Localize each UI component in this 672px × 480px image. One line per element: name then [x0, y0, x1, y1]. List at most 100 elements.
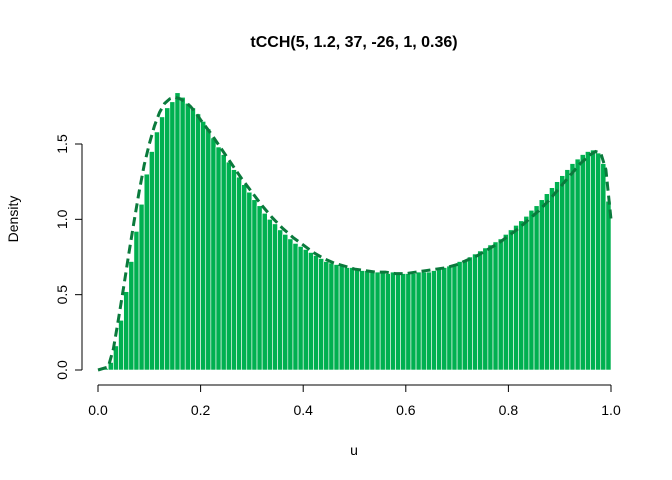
y-tick-label: 1.5: [54, 134, 70, 154]
histogram-bar: [302, 249, 309, 371]
histogram-bar: [415, 271, 422, 371]
histogram-bar: [282, 234, 289, 371]
histogram-bar: [472, 253, 478, 371]
histogram-bar: [574, 158, 581, 371]
x-tick-label: 0.6: [396, 402, 416, 418]
histogram-bar: [225, 161, 232, 371]
histogram-bar: [379, 271, 386, 371]
x-tick-label: 1.0: [601, 402, 621, 418]
histogram-bar: [400, 273, 407, 371]
histogram-bar: [410, 273, 417, 371]
histogram-bar: [128, 261, 135, 371]
histogram-bar: [446, 265, 453, 371]
histogram-bar: [585, 151, 591, 371]
histogram-bar: [164, 107, 171, 371]
histogram-bar: [190, 107, 196, 371]
histogram-bar: [272, 223, 278, 371]
histogram-bar: [287, 238, 294, 371]
histogram-bar: [395, 273, 401, 371]
histogram-bar: [143, 173, 150, 371]
histogram-bar: [431, 270, 437, 371]
histogram-bar: [323, 261, 330, 371]
histogram-bar: [456, 261, 463, 371]
histogram-bar: [231, 169, 237, 371]
chart-title: tCCH(5, 1.2, 37, -26, 1, 0.36): [250, 34, 457, 51]
histogram-bar: [564, 169, 571, 371]
histogram-bar: [308, 252, 314, 371]
y-tick-label: 0.0: [54, 360, 70, 380]
x-axis: 0.0 0.2 0.4 0.6 0.8 1.0: [88, 384, 621, 418]
histogram-bar: [559, 175, 566, 371]
histogram-bar: [246, 191, 253, 371]
histogram-bar: [343, 267, 350, 371]
histogram-bar: [528, 209, 535, 371]
histogram-bar: [544, 193, 550, 371]
histogram-bar: [236, 176, 242, 371]
histogram-bar: [487, 244, 494, 371]
histogram-bar: [369, 271, 376, 371]
y-tick-label: 0.5: [54, 285, 70, 305]
histogram-bar: [210, 137, 217, 371]
histogram-bar: [384, 273, 391, 371]
histogram-bar: [174, 92, 181, 371]
histogram-bar: [549, 187, 555, 371]
x-tick-label: 0.2: [191, 402, 211, 418]
histogram-bar: [482, 247, 489, 371]
histogram-bar: [169, 101, 176, 371]
histogram-bar: [508, 229, 514, 371]
histogram-bar: [492, 241, 499, 371]
histogram-bar: [266, 219, 273, 371]
histogram-bar: [538, 199, 545, 371]
histogram-bar: [179, 96, 186, 371]
histogram-bar: [518, 220, 525, 371]
histogram-bar: [426, 271, 432, 371]
histogram-bar: [405, 273, 412, 371]
histogram-bar: [569, 163, 576, 371]
histogram-bar: [513, 225, 519, 371]
histogram-bar: [390, 271, 396, 371]
histogram-bar: [420, 271, 427, 371]
histogram-bar: [477, 250, 484, 371]
histogram-bars: [102, 92, 612, 371]
y-axis-label: Density: [5, 196, 21, 243]
histogram-bar: [123, 291, 130, 371]
histogram-bar: [277, 229, 283, 371]
histogram-bar: [318, 258, 325, 371]
histogram-bar: [297, 246, 304, 371]
x-tick-label: 0.0: [88, 402, 108, 418]
histogram-bar: [461, 259, 468, 371]
histogram-bar: [256, 205, 263, 371]
histogram-bar: [502, 234, 509, 371]
histogram-bar: [313, 255, 319, 371]
histogram-bar: [333, 264, 340, 371]
histogram-bar: [364, 270, 371, 371]
histogram-bar: [184, 103, 191, 371]
histogram-bar: [251, 199, 258, 371]
histogram-bar: [523, 216, 530, 371]
histogram-bar: [338, 265, 345, 371]
histogram-bar: [497, 238, 504, 371]
histogram-bar: [133, 231, 140, 371]
density-curve: [97, 95, 613, 372]
histogram-bar: [579, 154, 586, 371]
histogram-bar: [154, 131, 160, 371]
histogram-bar: [451, 264, 458, 371]
histogram-bar: [600, 163, 607, 371]
histogram-bar: [533, 205, 540, 371]
histogram-bar: [328, 262, 335, 371]
histogram-bar: [241, 184, 248, 371]
x-tick-label: 0.8: [499, 402, 519, 418]
histogram-bar: [200, 121, 207, 371]
histogram-bar: [354, 268, 360, 371]
histogram-bar: [261, 213, 268, 371]
x-tick-label: 0.4: [293, 402, 313, 418]
histogram-bar: [215, 146, 222, 371]
histogram-bar: [149, 151, 155, 371]
histogram-bar: [349, 267, 355, 371]
histogram-bar: [359, 270, 366, 371]
histogram-bar: [292, 243, 299, 371]
histogram-bar: [605, 200, 612, 371]
y-tick-label: 1.0: [54, 209, 70, 229]
histogram-bar: [195, 113, 201, 371]
histogram-bar: [374, 271, 381, 371]
